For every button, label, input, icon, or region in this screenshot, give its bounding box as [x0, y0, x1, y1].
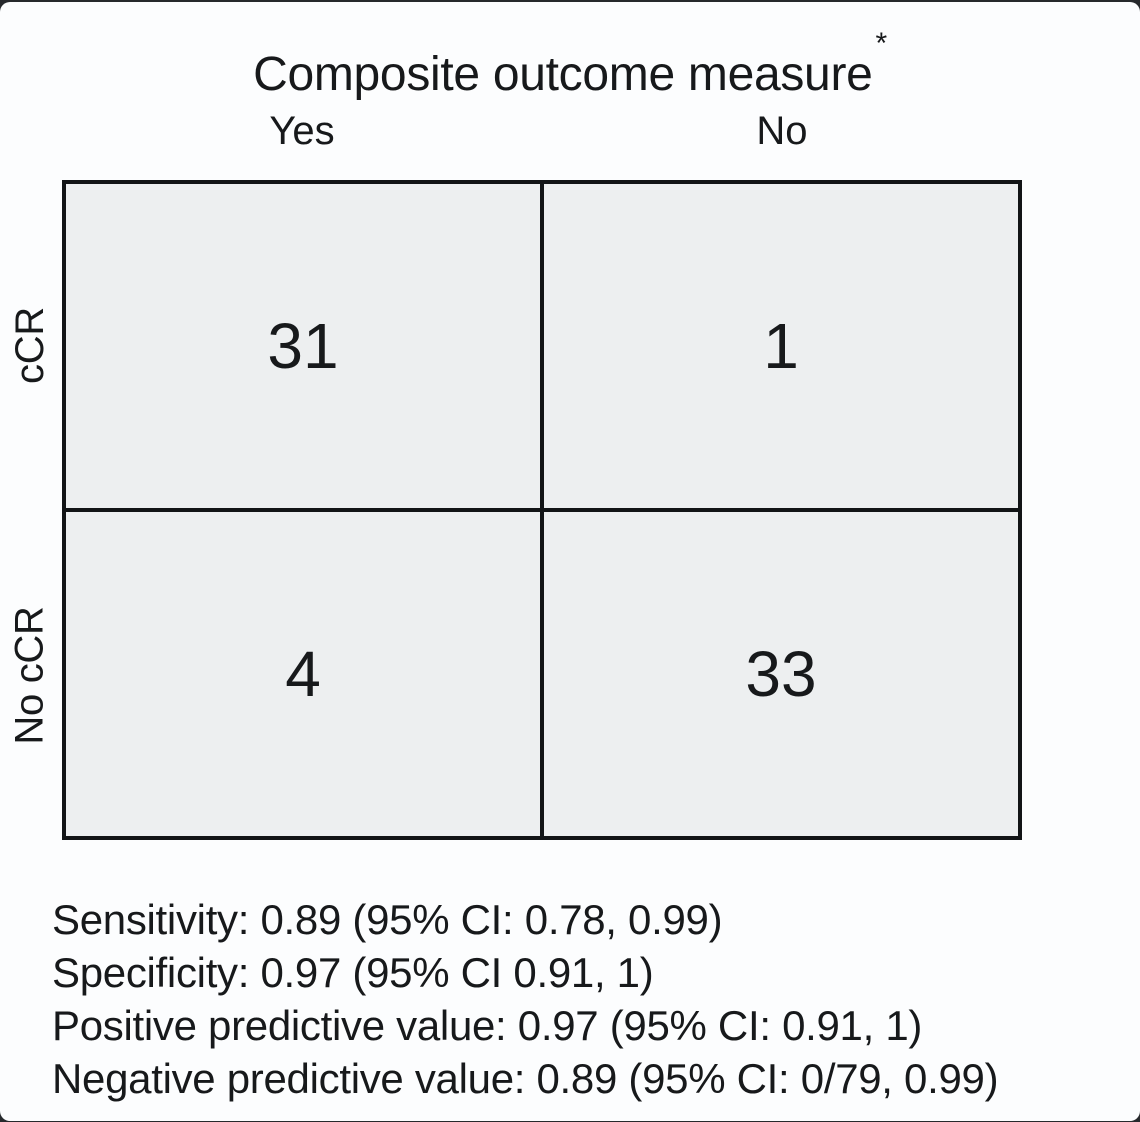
cell-no-ccr-no: 33	[542, 510, 1018, 836]
statistics-block: Sensitivity: 0.89 (95% CI: 0.78, 0.99) S…	[52, 893, 1132, 1105]
column-headers: Yes No	[62, 108, 1022, 154]
stat-specificity: Specificity: 0.97 (95% CI 0.91, 1)	[52, 949, 654, 996]
stat-positive-predictive-value: Positive predictive value: 0.97 (95% CI:…	[52, 1002, 923, 1049]
column-header-yes: Yes	[269, 109, 335, 153]
footnote-asterisk: *	[875, 27, 888, 60]
stat-negative-predictive-value: Negative predictive value: 0.89 (95% CI:…	[52, 1055, 999, 1102]
contingency-table: 31 1 4 33	[62, 180, 1022, 840]
figure-title-text: Composite outcome measure	[253, 48, 873, 101]
cell-ccr-no: 1	[542, 184, 1018, 510]
stat-sensitivity: Sensitivity: 0.89 (95% CI: 0.78, 0.99)	[52, 896, 723, 943]
row-label-no-ccr: No cCR	[7, 605, 52, 745]
cell-no-ccr-yes: 4	[66, 510, 542, 836]
cell-ccr-yes: 31	[66, 184, 542, 510]
figure-title: Composite outcome measure*	[0, 27, 1140, 102]
row-label-ccr: cCR	[7, 306, 52, 384]
column-header-no: No	[756, 109, 808, 153]
